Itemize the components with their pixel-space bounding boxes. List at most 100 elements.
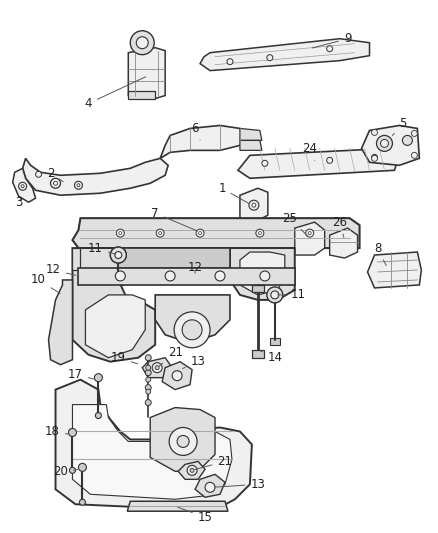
Text: 12: 12: [187, 262, 203, 274]
Circle shape: [146, 389, 151, 394]
Polygon shape: [56, 379, 252, 509]
Polygon shape: [78, 268, 295, 285]
Text: 24: 24: [302, 142, 317, 160]
Polygon shape: [200, 39, 370, 71]
Circle shape: [114, 251, 122, 259]
Circle shape: [182, 320, 202, 340]
Circle shape: [271, 291, 279, 299]
Text: 21: 21: [195, 455, 233, 470]
Circle shape: [145, 370, 151, 376]
Polygon shape: [295, 222, 325, 255]
Polygon shape: [178, 462, 205, 479]
Circle shape: [68, 429, 77, 437]
Circle shape: [78, 463, 86, 471]
Circle shape: [196, 229, 204, 237]
Polygon shape: [127, 501, 228, 511]
Polygon shape: [155, 295, 230, 340]
Text: 1: 1: [218, 182, 250, 204]
Circle shape: [198, 232, 201, 235]
Circle shape: [21, 185, 24, 188]
Circle shape: [119, 232, 122, 235]
Text: 17: 17: [68, 368, 94, 381]
Circle shape: [117, 229, 124, 237]
Circle shape: [145, 355, 151, 361]
Circle shape: [205, 482, 215, 492]
Circle shape: [377, 135, 392, 151]
Circle shape: [156, 229, 164, 237]
Circle shape: [77, 184, 80, 187]
Circle shape: [159, 232, 162, 235]
Circle shape: [371, 155, 378, 161]
Polygon shape: [142, 358, 172, 378]
Polygon shape: [128, 47, 165, 99]
Circle shape: [327, 157, 332, 163]
Circle shape: [262, 160, 268, 166]
Circle shape: [227, 59, 233, 64]
Polygon shape: [252, 285, 264, 292]
Circle shape: [110, 247, 126, 263]
Text: 15: 15: [178, 507, 212, 524]
Text: 10: 10: [31, 273, 60, 294]
Circle shape: [249, 200, 259, 210]
Circle shape: [306, 229, 314, 237]
Circle shape: [327, 46, 332, 52]
Circle shape: [403, 135, 413, 146]
Text: 12: 12: [46, 263, 76, 277]
Circle shape: [190, 469, 194, 472]
Text: 7: 7: [152, 207, 198, 231]
Circle shape: [110, 247, 126, 263]
Circle shape: [260, 271, 270, 281]
Text: 11: 11: [278, 288, 305, 301]
Polygon shape: [23, 158, 168, 195]
Text: 4: 4: [85, 77, 146, 110]
Polygon shape: [72, 218, 360, 248]
Polygon shape: [85, 295, 145, 358]
Circle shape: [256, 229, 264, 237]
Circle shape: [130, 31, 154, 55]
Text: 5: 5: [392, 117, 406, 135]
Circle shape: [35, 171, 42, 177]
Circle shape: [381, 140, 389, 148]
Circle shape: [74, 181, 82, 189]
Circle shape: [215, 271, 225, 281]
Polygon shape: [13, 168, 35, 202]
Circle shape: [267, 55, 273, 61]
Circle shape: [152, 362, 162, 373]
Polygon shape: [270, 338, 280, 345]
Circle shape: [174, 312, 210, 348]
Polygon shape: [240, 128, 262, 140]
Circle shape: [145, 400, 151, 406]
Circle shape: [19, 182, 27, 190]
Text: 26: 26: [332, 216, 347, 237]
Text: 25: 25: [283, 212, 308, 236]
Polygon shape: [72, 405, 232, 499]
Circle shape: [169, 427, 197, 455]
Text: 3: 3: [15, 196, 22, 209]
Polygon shape: [150, 408, 215, 471]
Polygon shape: [162, 362, 192, 390]
Text: 9: 9: [312, 32, 351, 48]
Circle shape: [136, 37, 148, 49]
Text: 13: 13: [183, 355, 205, 368]
Circle shape: [187, 465, 197, 475]
Circle shape: [165, 271, 175, 281]
Polygon shape: [367, 252, 421, 288]
Circle shape: [146, 365, 151, 370]
Circle shape: [50, 178, 60, 188]
Polygon shape: [238, 148, 399, 178]
Text: 6: 6: [191, 122, 200, 140]
Polygon shape: [252, 350, 264, 358]
Circle shape: [53, 181, 57, 185]
Circle shape: [371, 155, 378, 160]
Polygon shape: [240, 188, 268, 222]
Circle shape: [146, 377, 151, 382]
Circle shape: [371, 130, 378, 135]
Circle shape: [115, 271, 125, 281]
Circle shape: [258, 232, 261, 235]
Circle shape: [308, 232, 311, 235]
Polygon shape: [49, 280, 72, 365]
Text: 11: 11: [88, 241, 116, 255]
Text: 21: 21: [159, 346, 183, 366]
Text: 20: 20: [53, 465, 78, 478]
Polygon shape: [361, 125, 419, 165]
